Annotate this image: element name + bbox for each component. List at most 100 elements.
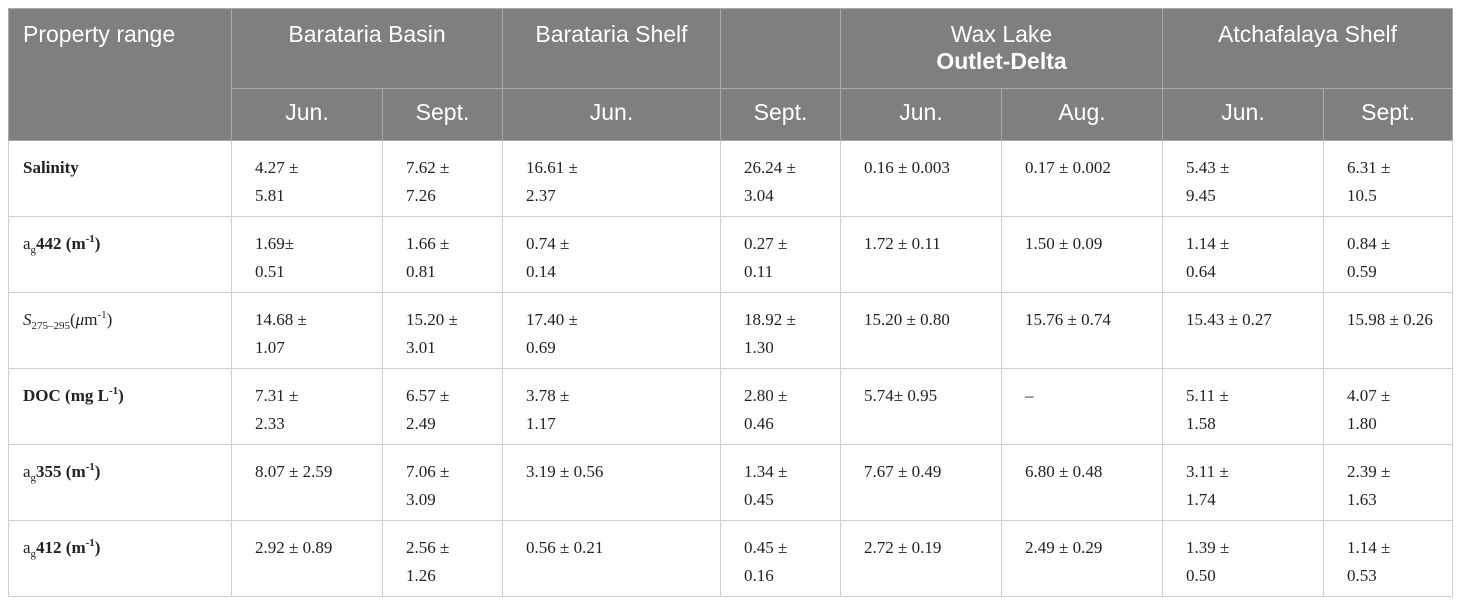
value-line: 1.80: [1347, 414, 1377, 433]
value-cell: 1.14 ± 0.64: [1162, 216, 1324, 293]
value-cell: 15.20 ± 0.80: [840, 292, 1002, 369]
empty-header: [720, 8, 841, 89]
label-part: -1: [85, 537, 95, 549]
label-part: ): [94, 234, 101, 253]
value-line: 17.40 ±: [526, 310, 578, 329]
value-line: 3.78 ±: [526, 386, 570, 405]
value-line: 14.68 ±: [255, 310, 307, 329]
value-cell: 6.31 ± 10.5: [1322, 140, 1454, 217]
value-line: 0.59: [1347, 262, 1377, 281]
label-part: DOC (mg L: [23, 386, 109, 405]
table-row: S275–295(μm-1) 14.68 ± 1.07 15.20 ± 3.01 17.4…: [8, 292, 1454, 369]
value-line: 0.69: [526, 338, 556, 357]
table-row: ag412 (m-1) 2.92 ± 0.89 2.56 ± 1.26 0.56 ± 0…: [8, 520, 1454, 597]
period-header: Sept.: [382, 88, 503, 141]
value-line: 0.45 ±: [744, 538, 788, 557]
label-part: 275–295: [31, 320, 71, 332]
value-cell: 6.57 ± 2.49: [382, 368, 503, 445]
label-part: -1: [108, 385, 119, 397]
value-cell: 5.43 ± 9.45: [1162, 140, 1324, 217]
value-line: 2.33: [255, 414, 285, 433]
value-line: 7.06 ±: [406, 462, 450, 481]
value-cell: 1.66 ± 0.81: [382, 216, 503, 293]
value-line: 3.09: [406, 490, 436, 509]
value-cell: 7.67 ± 0.49: [840, 444, 1002, 521]
period-header: Jun.: [1162, 88, 1324, 141]
table-row: DOC (mg L-1) 7.31 ± 2.33 6.57 ± 2.49 3.78 ± 1.…: [8, 368, 1454, 445]
value-line: 0.56 ± 0.21: [526, 538, 604, 557]
value-line: 0.11: [744, 262, 774, 281]
value-line: 1.30: [744, 338, 774, 357]
label-part: 355 (m: [36, 462, 86, 481]
value-line: 8.07 ± 2.59: [255, 462, 333, 481]
value-line: 1.26: [406, 566, 436, 585]
value-line: 0.16 ± 0.003: [864, 158, 950, 177]
value-line: 15.20 ±: [406, 310, 458, 329]
value-line: 18.92 ±: [744, 310, 796, 329]
value-cell: 1.39 ± 0.50: [1162, 520, 1324, 597]
table-row: Salinity 4.27 ± 5.81 7.62 ± 7.26 16.61 ± 2.37 2…: [8, 140, 1454, 217]
row-label: ag412 (m-1): [8, 520, 232, 597]
value-line: 0.46: [744, 414, 774, 433]
value-line: 7.67 ± 0.49: [864, 462, 942, 481]
value-cell: 2.49 ± 0.29: [1001, 520, 1163, 597]
group-header: Barataria Shelf: [502, 8, 721, 89]
value-line: 15.43 ± 0.27: [1186, 310, 1272, 329]
value-cell: 3.78 ± 1.17: [502, 368, 721, 445]
corner-header: Property range: [8, 8, 232, 141]
value-cell: 16.61 ± 2.37: [502, 140, 721, 217]
value-line: 5.11 ±: [1186, 386, 1229, 405]
value-cell: 7.31 ± 2.33: [231, 368, 383, 445]
value-cell: 14.68 ± 1.07: [231, 292, 383, 369]
table-row: ag442 (m-1) 1.69± 0.51 1.66 ± 0.81 0.74 ± 0.14…: [8, 216, 1454, 293]
value-cell: 1.69± 0.51: [231, 216, 383, 293]
value-cell: 2.56 ± 1.26: [382, 520, 503, 597]
period-header: Sept.: [1322, 88, 1454, 141]
value-cell: 6.80 ± 0.48: [1001, 444, 1163, 521]
value-cell: 15.20 ± 3.01: [382, 292, 503, 369]
value-cell: 5.74± 0.95: [840, 368, 1002, 445]
value-cell: 1.14 ± 0.53: [1322, 520, 1454, 597]
label-part: -1: [85, 461, 95, 473]
value-cell: 3.11 ± 1.74: [1162, 444, 1324, 521]
label-part: a: [23, 462, 31, 481]
value-line: 1.66 ±: [406, 234, 450, 253]
label-part: 412 (m: [36, 538, 86, 557]
value-line: 3.04: [744, 186, 774, 205]
value-cell: 17.40 ± 0.69: [502, 292, 721, 369]
label-part: ): [118, 386, 124, 405]
value-cell: 5.11 ± 1.58: [1162, 368, 1324, 445]
value-line: 2.37: [526, 186, 556, 205]
label-part: ): [94, 538, 101, 557]
value-cell: 0.27 ± 0.11: [720, 216, 841, 293]
value-cell: 0.56 ± 0.21: [502, 520, 721, 597]
period-header: Sept.: [720, 88, 841, 141]
label-part: m: [84, 310, 98, 329]
value-line: 0.50: [1186, 566, 1216, 585]
value-line: 0.53: [1347, 566, 1377, 585]
group-header: Barataria Basin: [231, 8, 503, 89]
value-cell: 2.72 ± 0.19: [840, 520, 1002, 597]
value-line: 0.74 ±: [526, 234, 570, 253]
value-cell: 2.39 ± 1.63: [1322, 444, 1454, 521]
label-part: S: [23, 310, 32, 329]
label-part: g: [30, 244, 37, 256]
value-cell: 15.43 ± 0.27: [1162, 292, 1324, 369]
value-line: –: [1025, 386, 1034, 405]
value-line: 1.74: [1186, 490, 1216, 509]
period-header: Jun.: [231, 88, 383, 141]
value-line: 1.34 ±: [744, 462, 788, 481]
label-part: (: [70, 310, 76, 329]
value-line: 9.45: [1186, 186, 1216, 205]
value-cell: 8.07 ± 2.59: [231, 444, 383, 521]
group-header: Wax Lake Outlet-Delta: [840, 8, 1163, 89]
value-line: 0.51: [255, 262, 285, 281]
value-line: 1.69±: [255, 234, 295, 253]
value-cell: 4.07 ± 1.80: [1322, 368, 1454, 445]
label-part: ): [94, 462, 101, 481]
label-part: a: [23, 538, 31, 557]
label-part: g: [30, 548, 37, 560]
table-row: ag355 (m-1) 8.07 ± 2.59 7.06 ± 3.09 3.19 ± 0…: [8, 444, 1454, 521]
value-cell: 3.19 ± 0.56: [502, 444, 721, 521]
